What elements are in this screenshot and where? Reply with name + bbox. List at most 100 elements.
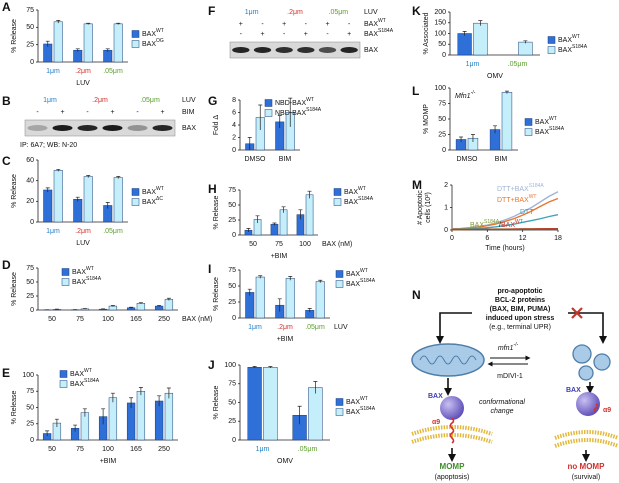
y-axis-label: % Release (11, 390, 18, 424)
bar (73, 49, 83, 63)
x-tick-label: 50 (48, 316, 56, 323)
x-tick-label: 165 (130, 316, 142, 323)
y-axis-label: % MOMP (423, 104, 430, 134)
x-tick-label: 50 (249, 241, 257, 248)
arrow (568, 312, 607, 344)
size-title: LUV (364, 9, 378, 16)
error-bar (116, 176, 121, 179)
series-name: BAX (72, 279, 86, 286)
series-name-sup: WT (358, 186, 366, 192)
y-tick-label: 75 (26, 388, 34, 395)
sign: + (325, 21, 329, 28)
panel-letter: C (2, 154, 11, 168)
x-axis-unit: LUV (334, 324, 348, 331)
bar (154, 400, 164, 441)
series-name-sup: S184A (86, 276, 102, 282)
sign: + (160, 109, 164, 116)
series-name: BAX (346, 271, 360, 278)
bar (473, 22, 488, 56)
y-tick-label: 25 (26, 421, 34, 428)
x-tick-label: 18 (554, 235, 562, 242)
legend-swatch (335, 280, 344, 288)
block-mark (571, 307, 583, 319)
sign: + (60, 109, 64, 116)
y-tick-label: 50 (26, 24, 34, 31)
sign: - (348, 21, 351, 28)
band-label: BAX (182, 125, 196, 132)
legend-label: BAXWT (142, 186, 164, 196)
y-tick-label: 75 (26, 7, 34, 14)
series-name-sup: WT (156, 28, 164, 34)
legend-label: BAXWT (142, 28, 164, 38)
change-text: conformational (479, 399, 525, 406)
legend-swatch (131, 40, 140, 48)
series-line (452, 228, 558, 231)
error-bar (82, 308, 87, 310)
series-name-sup: S184A (358, 196, 374, 202)
y-tick-label: 0 (442, 52, 446, 59)
error-bar (101, 408, 106, 425)
bar (245, 292, 255, 319)
error-bar (105, 202, 110, 209)
y-tick-label: 50 (228, 202, 236, 209)
legend-label: BAXS184A (344, 196, 374, 206)
x-tick-label: .05μm (298, 446, 318, 453)
legend-label: BAXWT (535, 116, 557, 126)
bar (126, 402, 136, 441)
series-name: BAX (558, 47, 572, 54)
x-tick-label: .2μm (277, 324, 293, 331)
y-tick-label: 60 (26, 157, 34, 164)
error-bar (277, 115, 282, 129)
error-bar (493, 125, 498, 134)
bar (108, 305, 118, 311)
x-tick-label: .2μm (75, 68, 91, 75)
bar (108, 397, 118, 441)
series-name: BAX (558, 37, 572, 44)
error-bar (523, 40, 528, 44)
band (232, 47, 250, 53)
legend-swatch (59, 370, 68, 378)
sign: + (304, 31, 308, 38)
band-label: BAX (364, 47, 378, 54)
sign: + (239, 21, 243, 28)
outcome: no MOMP (568, 462, 606, 471)
series-name-sup: S184A (529, 183, 545, 189)
y-tick-label: 150 (434, 20, 446, 27)
legend-label: BAXWT (344, 186, 366, 196)
error-bar (288, 276, 293, 281)
outcome: MOMP (440, 462, 466, 471)
series-name: BAX (70, 381, 84, 388)
error-bar (129, 397, 134, 409)
bar (270, 223, 279, 236)
panel-letter: L (412, 84, 419, 98)
inhibitor: mDIVI-1 (497, 373, 523, 380)
panel-letter: F (208, 4, 215, 18)
series-name-sup: WT (86, 266, 94, 272)
bar (308, 387, 323, 441)
sign: + (282, 21, 286, 28)
stimulus-text: (e.g., terminal UPR) (489, 324, 551, 331)
x-tick-label: BIM (279, 156, 292, 163)
blot (229, 41, 361, 59)
x-tick-label: BIM (495, 156, 508, 163)
legend-swatch (131, 30, 140, 38)
y-tick-label: 25 (228, 299, 236, 306)
panel-letter: N (412, 288, 421, 302)
series-name-sup: S184A (360, 406, 376, 412)
legend-swatch (131, 198, 140, 206)
x-tick-label: 165 (130, 446, 142, 453)
series-name: BAX (344, 199, 358, 206)
bar (247, 367, 262, 441)
series-name: BAX (346, 409, 360, 416)
legend-swatch (61, 278, 70, 286)
y-tick-label: 0 (30, 437, 34, 444)
y-tick-label: 100 (22, 372, 34, 379)
series-name-sup: WT (572, 34, 580, 40)
error-bar (116, 22, 121, 25)
x-tick-label: 100 (102, 446, 114, 453)
error-bar (54, 308, 59, 310)
series-name-sup: WT (378, 18, 386, 24)
y-axis-label: % Release (11, 272, 18, 306)
legend-swatch (333, 188, 342, 196)
mito-fragment (578, 365, 594, 381)
